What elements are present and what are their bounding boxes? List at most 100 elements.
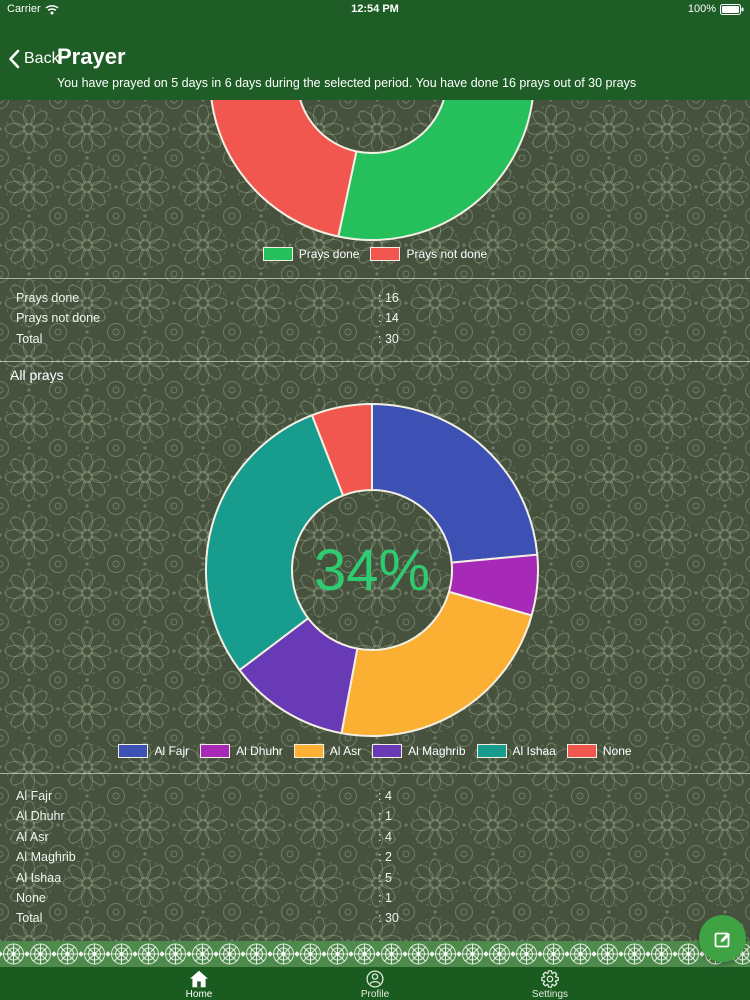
row-value: : 16: [378, 291, 399, 305]
table-row: Al Asr : 4: [0, 827, 750, 847]
row-label: Total: [16, 331, 43, 346]
legend-item: Prays done: [262, 247, 360, 261]
legend-label: Prays done: [298, 247, 360, 261]
row-value: : 30: [378, 331, 399, 346]
tab-home-label: Home: [185, 989, 213, 1000]
legend-swatch: [262, 247, 293, 261]
tab-bar: Home Profile Settings: [0, 967, 750, 1000]
table-row: Total : 30: [0, 329, 750, 349]
detail-table: Al Fajr : 4 Al Dhuhr : 1 Al Asr : 4 Al Maghrib…: [0, 786, 750, 929]
carrier-label: Carrier: [7, 3, 41, 15]
summary-legend: Prays done Prays not done: [0, 246, 750, 262]
decorative-border-band: [0, 941, 750, 967]
back-label: Back: [24, 50, 60, 67]
table-row: Total : 30: [0, 908, 750, 928]
legend-label: Al Fajr: [154, 744, 190, 758]
row-label: Al Fajr: [16, 789, 53, 803]
legend-item: Al Ishaa: [476, 744, 556, 758]
battery-group: 100%: [688, 3, 744, 15]
section-title: All prays: [10, 367, 64, 383]
row-label: Prays not done: [16, 311, 101, 326]
donut-slice-none: [311, 403, 373, 497]
separator: [0, 361, 750, 362]
table-row: Al Dhuhr : 1: [0, 806, 750, 826]
all-prays-donut: 34%: [205, 403, 539, 737]
table-row: Al Fajr : 4: [0, 786, 750, 806]
row-value: : 30: [378, 911, 399, 926]
legend-item: Al Maghrib: [372, 744, 466, 758]
legend-label: Prays not done: [406, 247, 488, 261]
row-label: Total: [16, 911, 43, 926]
legend-swatch: [370, 247, 401, 261]
tab-profile[interactable]: Profile: [315, 967, 435, 1000]
tab-home[interactable]: Home: [139, 967, 259, 1000]
legend-label: Al Dhuhr: [236, 744, 283, 758]
row-value: : 5: [378, 870, 392, 885]
donut-slice-al-asr: [340, 590, 533, 737]
donut-slice-al-fajr: [371, 403, 539, 564]
status-bar: Carrier 12:54 PM 100%: [0, 0, 750, 18]
compose-fab-button[interactable]: [699, 915, 746, 962]
legend-label: None: [602, 744, 632, 758]
legend-swatch: [566, 744, 597, 758]
home-icon: [190, 970, 208, 988]
separator: [0, 278, 750, 279]
content-area: Prays done Prays not done Prays done: 16 P…: [0, 100, 750, 941]
battery-percent: 100%: [687, 3, 716, 15]
clock: 12:54 PM: [351, 3, 399, 15]
donut-slice-prays-not-done: [210, 100, 358, 238]
legend-label: Al Ishaa: [512, 744, 556, 758]
row-label: Prays done: [16, 291, 80, 305]
row-label: Al Dhuhr: [16, 809, 65, 824]
compose-icon: [714, 932, 730, 947]
profile-icon: [366, 970, 384, 988]
back-chevron-icon: [9, 49, 20, 69]
row-value: : 14: [378, 311, 399, 326]
row-label: None: [16, 890, 46, 905]
legend-swatch: [372, 744, 403, 758]
back-button[interactable]: Back: [8, 46, 60, 72]
page-title: Prayer: [57, 44, 126, 69]
tab-profile-label: Profile: [360, 989, 390, 1000]
legend-label: Al Asr: [329, 744, 362, 758]
table-row: Al Maghrib : 2: [0, 847, 750, 867]
donut-slice-prays-done: [337, 100, 534, 241]
table-row: Prays not done : 14: [0, 308, 750, 328]
table-row: None : 1: [0, 888, 750, 908]
donut-center-percentage: 34%: [314, 538, 430, 603]
table-row: Al Ishaa : 5: [0, 868, 750, 888]
row-value: : 1: [378, 809, 392, 824]
legend-swatch: [118, 744, 149, 758]
tab-settings[interactable]: Settings: [490, 967, 610, 1000]
legend-label: Al Maghrib: [408, 744, 466, 758]
wifi-icon: [45, 4, 59, 14]
row-value: : 4: [378, 829, 392, 844]
all-prays-legend: Al Fajr Al Dhuhr Al Asr Al Maghrib Al Ishaa N…: [0, 743, 750, 759]
row-label: Al Maghrib: [16, 850, 76, 865]
row-label: Al Asr: [16, 829, 49, 844]
separator: [0, 773, 750, 774]
row-label: Al Ishaa: [16, 870, 62, 885]
legend-item: Al Fajr: [118, 744, 189, 758]
legend-swatch: [293, 744, 324, 758]
row-value: : 2: [378, 850, 392, 865]
row-value: : 1: [378, 890, 392, 905]
settings-gear-icon: [541, 970, 559, 988]
battery-icon: [720, 3, 744, 15]
donut-slice-al-ishaa: [205, 414, 345, 672]
prays-summary-donut: [210, 100, 534, 241]
table-row: Prays done : 16: [0, 288, 750, 308]
tab-settings-label: Settings: [531, 989, 569, 1000]
legend-swatch: [476, 744, 507, 758]
legend-item: None: [566, 744, 632, 758]
legend-item: Prays not done: [370, 247, 487, 261]
summary-table: Prays done : 16 Prays not done : 14 Total : 3…: [0, 288, 750, 349]
nav-bar: Back Prayer You have prayed on 5 days in…: [0, 18, 750, 100]
legend-item: Al Dhuhr: [200, 744, 283, 758]
legend-swatch: [200, 744, 231, 758]
page-subtitle: You have prayed on 5 days in 6 days duri…: [57, 76, 637, 90]
row-value: : 4: [378, 789, 392, 803]
carrier-group: Carrier: [7, 3, 59, 15]
legend-item: Al Asr: [293, 744, 362, 758]
